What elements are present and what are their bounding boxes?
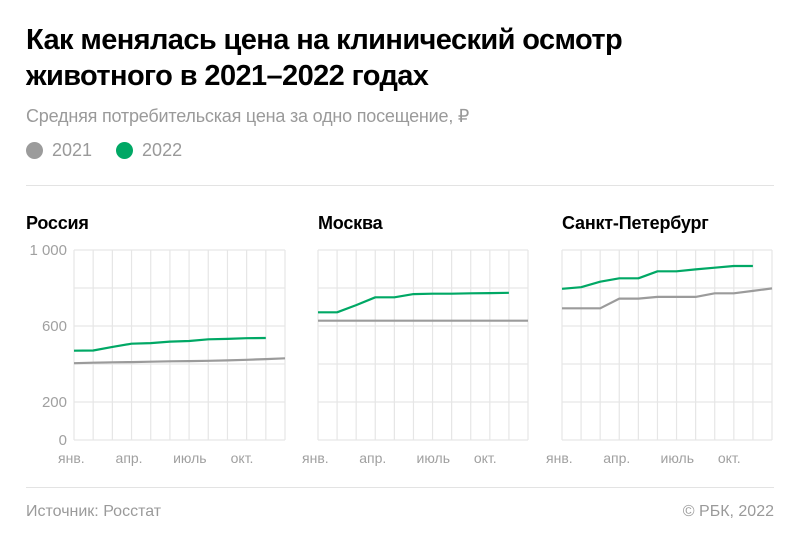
chart-panel-moscow: янв. апр. июль окт. [302,249,529,466]
y-tick-label: 0 [59,432,67,449]
y-tick-label: 1 000 [29,242,67,259]
x-tick-label: окт. [718,450,741,466]
chart-panel-russia: янв. апр. июль окт. [58,249,286,466]
series-line-2021 [73,357,286,365]
x-tick-label: янв. [302,450,329,466]
legend-label-2021: 2021 [52,140,93,160]
x-tick-label: апр. [116,450,143,466]
x-tick-label: окт. [474,450,497,466]
x-tick-label: янв. [546,450,573,466]
x-tick-label: апр. [359,450,386,466]
x-tick-label: окт. [231,450,254,466]
copyright-note: © РБК, 2022 [682,503,774,520]
panel-title-moscow: Москва [318,213,383,233]
series-line-2022 [73,336,266,352]
y-tick-label: 200 [42,394,67,411]
x-tick-label: янв. [58,450,85,466]
y-axis-labels: 0 200 600 1 000 [29,242,67,449]
x-tick-label: июль [173,450,206,466]
chart-title: Как менялась цена на клинический осмотр … [26,24,623,92]
series-line-2022 [318,291,509,314]
x-tick-label: апр. [603,450,630,466]
legend-item-2021: 2021 [26,140,92,161]
panel-title-russia: Россия [26,213,89,233]
chart-panel-spb: янв. апр. июль окт. [546,249,773,466]
y-tick-label: 600 [42,318,67,335]
legend-item-2022: 2022 [116,140,182,161]
bottom-divider [26,487,774,488]
source-note: Источник: Росстат [26,503,162,520]
top-divider [26,185,774,186]
panel-title-spb: Санкт-Петербург [562,213,709,233]
legend-dot-2022-icon [116,142,134,159]
legend-dot-2021-icon [26,142,43,159]
legend-label-2022: 2022 [142,140,183,160]
x-tick-label: июль [417,450,450,466]
series-line-2022 [561,264,753,290]
legend: 2021 2022 [26,140,206,161]
series-line-2021 [562,287,773,310]
x-tick-label: июль [661,450,694,466]
chart-subtitle: Средняя потребительская цена за одно пос… [26,106,470,126]
